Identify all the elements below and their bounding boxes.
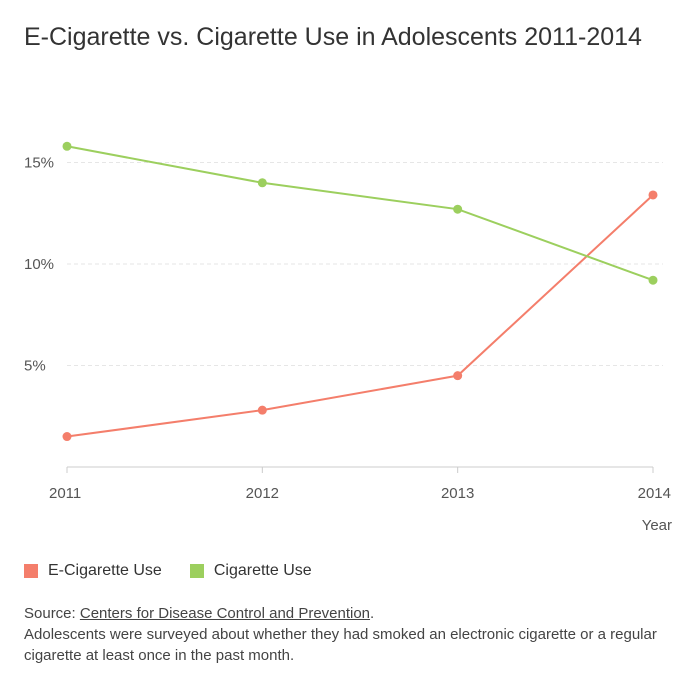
legend-swatch-e-cigarette (24, 564, 38, 578)
survey-note: Adolescents were surveyed about whether … (24, 626, 657, 664)
source-link[interactable]: Centers for Disease Control and Preventi… (79, 605, 371, 622)
legend-label-e-cigarette: E-Cigarette Use (48, 562, 162, 579)
data-point[interactable] (648, 190, 658, 200)
legend: E-Cigarette Use Cigarette Use (24, 562, 340, 580)
y-tick-label: 15% (24, 155, 54, 172)
x-tick-label: 2011 (49, 485, 81, 502)
data-point[interactable] (453, 204, 463, 214)
chart-footer: Source: Centers for Disease Control and … (24, 603, 684, 666)
gridlines (67, 162, 663, 366)
legend-item-e-cigarette[interactable]: E-Cigarette Use (24, 562, 162, 580)
source-prefix: Source: (24, 605, 80, 622)
data-point[interactable] (648, 275, 658, 285)
y-tick-labels: 5% 10% 15% (24, 155, 54, 375)
x-axis: 2011 2012 2013 2014 (49, 466, 671, 502)
legend-item-cigarette[interactable]: Cigarette Use (189, 562, 312, 580)
legend-swatch-cigarette (189, 564, 204, 578)
data-point[interactable] (453, 371, 463, 381)
chart-title: E-Cigarette vs. Cigarette Use in Adolesc… (24, 23, 642, 51)
series-line-1 (66, 145, 654, 282)
x-tick-label: 2012 (246, 485, 279, 502)
data-point[interactable] (62, 141, 72, 151)
data-point[interactable] (62, 432, 72, 442)
x-tick-label: 2014 (638, 485, 671, 502)
data-point[interactable] (257, 405, 267, 415)
series-line-0 (66, 194, 654, 438)
x-tick-label: 2013 (441, 485, 474, 502)
x-axis-label: Year (642, 517, 672, 534)
legend-label-cigarette: Cigarette Use (213, 562, 312, 579)
line-chart: 5% 10% 15% 2011 2012 2013 2014 Year (24, 141, 672, 534)
y-tick-label: 10% (24, 256, 54, 273)
series-lines (62, 141, 658, 442)
y-tick-label: 5% (24, 358, 46, 375)
data-point[interactable] (257, 178, 267, 188)
source-suffix: . (370, 605, 375, 622)
